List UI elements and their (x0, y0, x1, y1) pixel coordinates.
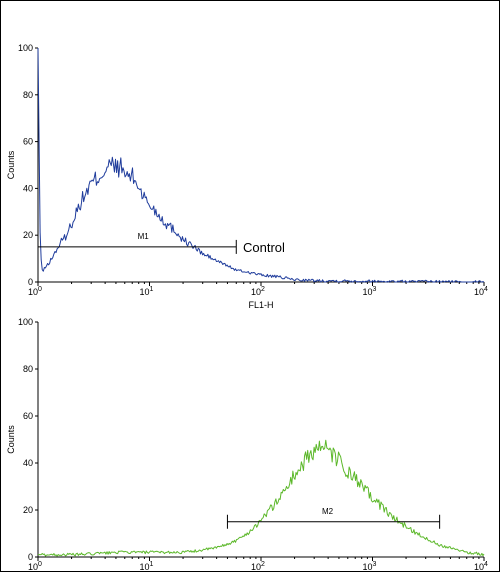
x-tick-label: 101 (140, 561, 154, 572)
y-tick-label: 60 (23, 411, 33, 421)
histogram-panel-bottom: 0 20 40 60 80 100 Counts 100 101 102 103 104 M2 (6, 317, 488, 572)
x-axis-title: FL1-H (248, 300, 273, 310)
x-tick-label: 104 (474, 561, 488, 572)
series-annotation: Control (243, 240, 285, 255)
gate-label: M1 (138, 232, 150, 241)
x-tick-label: 103 (363, 286, 377, 297)
x-tick-label: 104 (474, 286, 488, 297)
y-tick-label: 40 (23, 183, 33, 193)
histogram-panel-top: 0 20 40 60 80 100 Counts 100 101 102 103 104 FL1-H M1… (6, 43, 488, 310)
x-tick-label: 100 (28, 561, 42, 572)
y-tick-label: 20 (23, 230, 33, 240)
x-tick-label: 103 (363, 561, 377, 572)
y-tick-label: 0 (28, 552, 33, 562)
x-tick-label: 102 (251, 561, 265, 572)
histogram-series-line (37, 47, 485, 283)
y-tick-label: 100 (18, 43, 33, 53)
y-axis-title: Counts (6, 425, 16, 454)
y-tick-label: 20 (23, 505, 33, 515)
y-tick-label: 40 (23, 458, 33, 468)
y-tick-label: 80 (23, 90, 33, 100)
y-tick-label: 80 (23, 364, 33, 374)
y-axis-title: Counts (6, 150, 16, 179)
x-tick-label: 101 (140, 286, 154, 297)
x-tick-label: 102 (251, 286, 265, 297)
x-tick-label: 100 (28, 286, 42, 297)
y-tick-label: 60 (23, 137, 33, 147)
gate-label: M2 (322, 507, 334, 516)
histogram-series-line (38, 439, 485, 557)
y-tick-label: 100 (18, 317, 33, 327)
y-tick-label: 0 (28, 277, 33, 287)
